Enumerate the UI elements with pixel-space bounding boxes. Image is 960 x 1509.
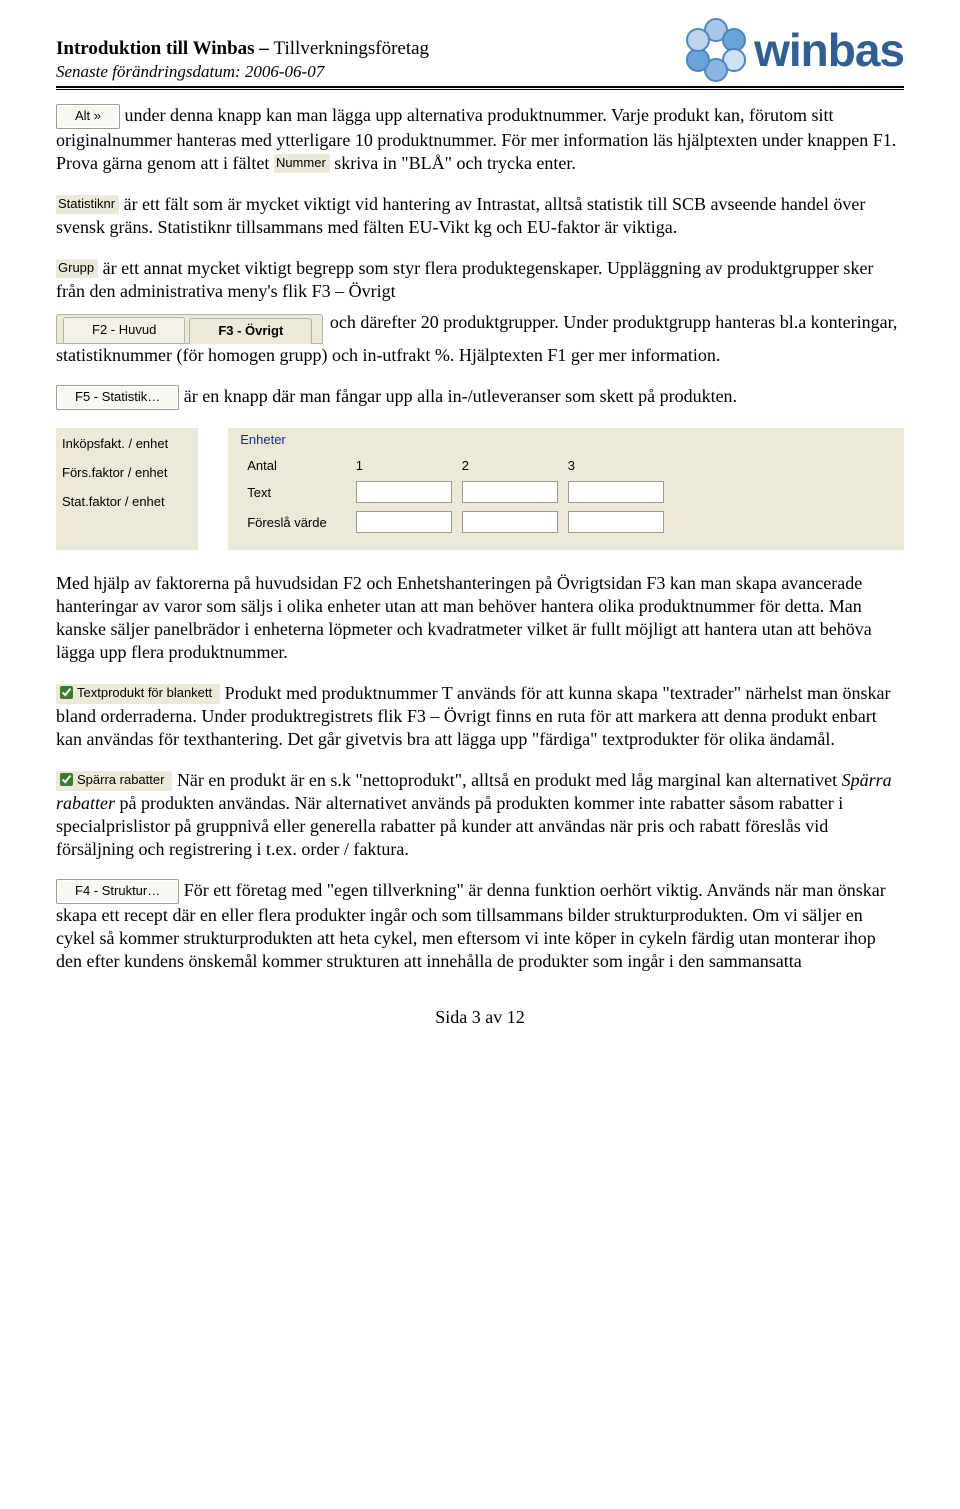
- paragraph-textprodukt: Textprodukt för blankett Produkt med pro…: [56, 682, 904, 751]
- text-input-3[interactable]: [568, 481, 664, 503]
- paragraph-grupp: Grupp är ett annat mycket viktigt begrep…: [56, 257, 904, 303]
- enheter-panel: Enheter Antal 1 2 3 Text: [228, 428, 904, 550]
- paragraph-f5: F5 - Statistik… är en knapp där man fång…: [56, 385, 904, 410]
- text: är en knapp där man fångar upp alla in-/…: [179, 386, 737, 406]
- label-inkopsfakt: Inköpsfakt. / enhet: [62, 434, 168, 453]
- alt-button[interactable]: Alt »: [56, 104, 120, 129]
- tab-f3-ovrigt[interactable]: F3 - Övrigt: [189, 318, 312, 345]
- sparra-checkbox-chip[interactable]: Spärra rabatter: [56, 771, 172, 791]
- text: är ett annat mycket viktigt begrepp som …: [56, 258, 873, 301]
- col-3: 3: [567, 457, 665, 474]
- doc-title-rest: Tillverkningsföretag: [274, 38, 430, 59]
- textprodukt-label: Textprodukt för blankett: [77, 685, 212, 700]
- header-text: Introduktion till Winbas – Tillverknings…: [56, 18, 429, 82]
- paragraph-tabs: F2 - Huvud F3 - Övrigt och därefter 20 p…: [56, 311, 904, 368]
- f4-struktur-button[interactable]: F4 - Struktur…: [56, 879, 179, 904]
- foresla-input-1[interactable]: [356, 511, 452, 533]
- sparra-label: Spärra rabatter: [77, 772, 164, 787]
- enheter-table: Antal 1 2 3 Text Föreslå värde: [238, 451, 672, 540]
- logo-wordmark: winbas: [754, 23, 904, 77]
- textprodukt-checkbox-chip[interactable]: Textprodukt för blankett: [56, 684, 220, 704]
- label-forsfaktor: Förs.faktor / enhet: [62, 463, 168, 482]
- paragraph-alt: Alt » under denna knapp kan man lägga up…: [56, 104, 904, 175]
- text: på produkten användas. När alternativet …: [56, 793, 843, 859]
- text-input-1[interactable]: [356, 481, 452, 503]
- page-footer: Sida 3 av 12: [56, 1007, 904, 1028]
- document-header: Introduktion till Winbas – Tillverknings…: [56, 18, 904, 88]
- enheter-title: Enheter: [238, 428, 894, 451]
- factor-enheter-panels: Inköpsfakt. / enhet Förs.faktor / enhet …: [56, 428, 904, 550]
- col-label-antal: Antal: [246, 457, 346, 474]
- enheter-foresla-row: Föreslå värde: [246, 510, 664, 534]
- paragraph-struktur: F4 - Struktur… För ett företag med "egen…: [56, 879, 904, 973]
- enheter-header-row: Antal 1 2 3: [246, 457, 664, 474]
- nummer-field-label: Nummer: [274, 154, 330, 174]
- col-1: 1: [355, 457, 453, 474]
- row-label-text: Text: [246, 480, 346, 504]
- label-statfaktor: Stat.faktor / enhet: [62, 492, 168, 511]
- enheter-text-row: Text: [246, 480, 664, 504]
- document-body: Alt » under denna knapp kan man lägga up…: [56, 104, 904, 973]
- col-2: 2: [461, 457, 559, 474]
- factor-panel: Inköpsfakt. / enhet Förs.faktor / enhet …: [56, 428, 198, 550]
- text: När en produkt är en s.k "nettoprodukt",…: [172, 770, 841, 790]
- tab-bar: F2 - Huvud F3 - Övrigt: [56, 314, 323, 345]
- foresla-input-2[interactable]: [462, 511, 558, 533]
- logo-flower-icon: [684, 18, 748, 82]
- text: skriva in "BLÅ" och trycka enter.: [330, 153, 576, 173]
- header-rule: [56, 89, 904, 90]
- paragraph-faktorer: Med hjälp av faktorerna på huvudsidan F2…: [56, 572, 904, 664]
- paragraph-sparra: Spärra rabatter När en produkt är en s.k…: [56, 769, 904, 861]
- tab-f2-huvud[interactable]: F2 - Huvud: [63, 317, 185, 344]
- text-input-2[interactable]: [462, 481, 558, 503]
- doc-date: Senaste förändringsdatum: 2006-06-07: [56, 62, 429, 82]
- winbas-logo: winbas: [684, 18, 904, 82]
- paragraph-statistiknr: Statistiknr är ett fält som är mycket vi…: [56, 193, 904, 239]
- doc-title-bold: Introduktion till Winbas –: [56, 38, 274, 59]
- text: För ett företag med "egen tillverkning" …: [56, 880, 886, 971]
- text: är ett fält som är mycket viktigt vid ha…: [56, 194, 865, 237]
- sparra-checkbox[interactable]: [60, 773, 73, 786]
- textprodukt-checkbox[interactable]: [60, 686, 73, 699]
- f5-statistik-button[interactable]: F5 - Statistik…: [56, 385, 179, 410]
- row-label-foresla: Föreslå värde: [246, 510, 346, 534]
- statistiknr-field-label: Statistiknr: [56, 195, 119, 215]
- foresla-input-3[interactable]: [568, 511, 664, 533]
- grupp-field-label: Grupp: [56, 259, 98, 279]
